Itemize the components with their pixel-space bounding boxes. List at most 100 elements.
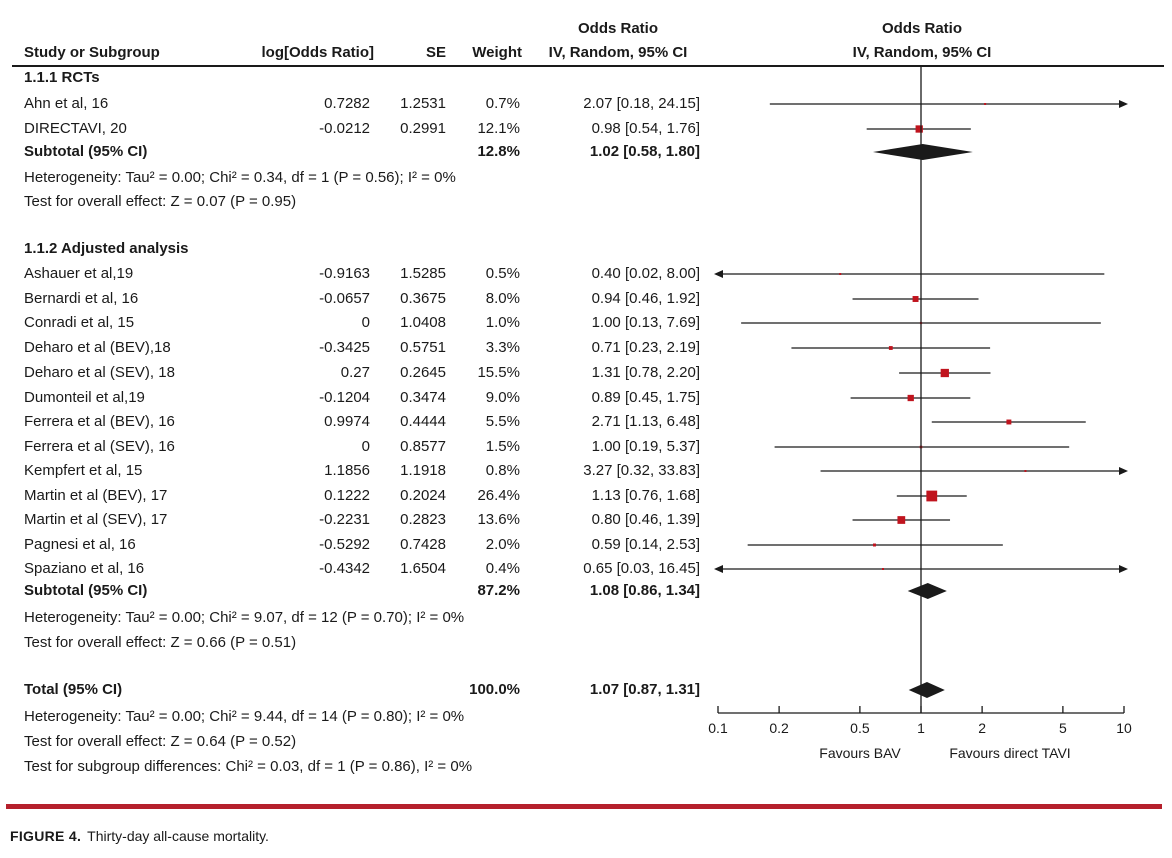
- study-se: 0.2991: [400, 120, 446, 137]
- study-name: DIRECTAVI, 20: [24, 120, 127, 137]
- study-se: 0.8577: [400, 438, 446, 455]
- study-or-ci: 1.00 [0.19, 5.37]: [591, 438, 700, 455]
- subtotal-weight: 12.8%: [477, 143, 520, 160]
- or-method-header: IV, Random, 95% CI: [548, 44, 688, 61]
- or-column-title: Odds Ratio: [577, 20, 658, 37]
- x-tick-label: 10: [1116, 720, 1132, 736]
- study-marker: [1024, 470, 1027, 472]
- overall-effect-text: Test for overall effect: Z = 0.66 (P = 0…: [24, 634, 297, 651]
- study-weight: 8.0%: [485, 290, 520, 307]
- study-marker: [1006, 419, 1012, 425]
- study-se: 0.2823: [400, 511, 446, 528]
- study-se: 0.5751: [400, 339, 446, 356]
- study-se: 1.0408: [400, 314, 446, 331]
- x-tick-label: 1: [917, 720, 925, 736]
- study-or-ci: 0.94 [0.46, 1.92]: [591, 290, 700, 307]
- ci-arrow-left: [714, 565, 723, 573]
- study-se: 0.3675: [400, 290, 446, 307]
- pooled-diamond: [872, 144, 973, 160]
- study-weight: 0.4%: [485, 560, 520, 577]
- x-tick-label: 0.1: [708, 720, 728, 736]
- study-log-or: 0.7282: [324, 95, 370, 112]
- study-log-or: -0.5292: [319, 536, 370, 553]
- study-column-header: Study or Subgroup: [24, 44, 160, 61]
- figure-caption-text: Thirty-day all-cause mortality.: [87, 828, 269, 844]
- study-se: 0.2024: [400, 487, 446, 504]
- study-weight: 15.5%: [477, 364, 520, 381]
- study-marker: [915, 125, 923, 133]
- study-log-or: -0.4342: [319, 560, 370, 577]
- study-marker: [888, 346, 893, 350]
- subtotal-or-ci: 1.08 [0.86, 1.34]: [589, 582, 700, 599]
- subtotal-label: Subtotal (95% CI): [24, 582, 148, 599]
- study-or-ci: 0.40 [0.02, 8.00]: [591, 265, 700, 282]
- study-marker: [882, 568, 885, 570]
- study-marker: [872, 543, 876, 547]
- study-name: Conradi et al, 15: [24, 314, 135, 331]
- study-weight: 0.8%: [485, 462, 520, 479]
- subtotal-weight: 87.2%: [477, 582, 520, 599]
- study-marker: [912, 296, 919, 302]
- x-tick-label: 0.2: [769, 720, 789, 736]
- study-name: Martin et al (BEV), 17: [24, 487, 168, 504]
- plot-title: Odds Ratio: [881, 20, 962, 37]
- ci-arrow-left: [714, 270, 723, 278]
- total-or-ci: 1.07 [0.87, 1.31]: [589, 681, 700, 698]
- study-weight: 1.0%: [485, 314, 520, 331]
- study-log-or: -0.0657: [319, 290, 370, 307]
- study-name: Bernardi et al, 16: [24, 290, 139, 307]
- study-weight: 13.6%: [477, 511, 520, 528]
- total-heterogeneity-text: Heterogeneity: Tau² = 0.00; Chi² = 9.44,…: [24, 708, 465, 725]
- study-weight: 9.0%: [485, 389, 520, 406]
- plot-method-header: IV, Random, 95% CI: [852, 44, 992, 61]
- study-marker: [926, 490, 938, 502]
- subtotal-label: Subtotal (95% CI): [24, 143, 148, 160]
- study-name: Spaziano et al, 16: [24, 560, 145, 577]
- study-or-ci: 0.98 [0.54, 1.76]: [591, 120, 700, 137]
- study-or-ci: 1.13 [0.76, 1.68]: [591, 487, 700, 504]
- subtotal-or-ci: 1.02 [0.58, 1.80]: [589, 143, 700, 160]
- study-name: Dumonteil et al,19: [24, 389, 145, 406]
- study-name: Ferrera et al (SEV), 16: [24, 438, 175, 455]
- study-se: 0.2645: [400, 364, 446, 381]
- study-name: Martin et al (SEV), 17: [24, 511, 168, 528]
- study-or-ci: 1.31 [0.78, 2.20]: [591, 364, 700, 381]
- study-marker: [839, 273, 842, 275]
- x-tick-label: 2: [978, 720, 986, 736]
- forest-plot: 0.1 0.2 0.5 1 2 5 10: [708, 66, 1132, 736]
- study-log-or: -0.2231: [319, 511, 370, 528]
- figure-caption: FIGURE 4. Thirty-day all-cause mortality.: [10, 828, 269, 844]
- ci-arrow-right: [1119, 467, 1128, 475]
- study-se: 1.1918: [400, 462, 446, 479]
- study-se: 0.7428: [400, 536, 446, 553]
- study-log-or: -0.3425: [319, 339, 370, 356]
- weight-column-header: Weight: [472, 44, 522, 61]
- caption-divider: [6, 804, 1162, 809]
- study-or-ci: 1.00 [0.13, 7.69]: [591, 314, 700, 331]
- heterogeneity-text: Heterogeneity: Tau² = 0.00; Chi² = 0.34,…: [24, 169, 456, 186]
- study-name: Ahn et al, 16: [24, 95, 109, 112]
- study-se: 0.4444: [400, 413, 446, 430]
- study-or-ci: 0.80 [0.46, 1.39]: [591, 511, 700, 528]
- study-name: Ferrera et al (BEV), 16: [24, 413, 175, 430]
- pooled-diamond: [908, 682, 945, 698]
- study-marker: [940, 368, 949, 378]
- pooled-diamond: [907, 583, 947, 599]
- total-label: Total (95% CI): [24, 681, 123, 698]
- study-log-or: -0.1204: [319, 389, 370, 406]
- study-name: Kempfert et al, 15: [24, 462, 143, 479]
- overall-effect-text: Test for overall effect: Z = 0.07 (P = 0…: [24, 193, 297, 210]
- se-column-header: SE: [425, 44, 446, 61]
- study-marker: [897, 516, 906, 524]
- study-name: Ashauer et al,19: [24, 265, 134, 282]
- subgroup-title: 1.1.2 Adjusted analysis: [24, 240, 189, 257]
- study-weight: 0.7%: [485, 95, 520, 112]
- total-overall-effect-text: Test for overall effect: Z = 0.64 (P = 0…: [24, 733, 297, 750]
- study-name: Deharo et al (SEV), 18: [24, 364, 175, 381]
- study-or-ci: 3.27 [0.32, 33.83]: [583, 462, 700, 479]
- log-or-column-header: log[Odds Ratio]: [261, 44, 375, 61]
- study-weight: 12.1%: [477, 120, 520, 137]
- study-se: 1.5285: [400, 265, 446, 282]
- heterogeneity-text: Heterogeneity: Tau² = 0.00; Chi² = 9.07,…: [24, 609, 465, 626]
- study-name: Deharo et al (BEV),18: [24, 339, 171, 356]
